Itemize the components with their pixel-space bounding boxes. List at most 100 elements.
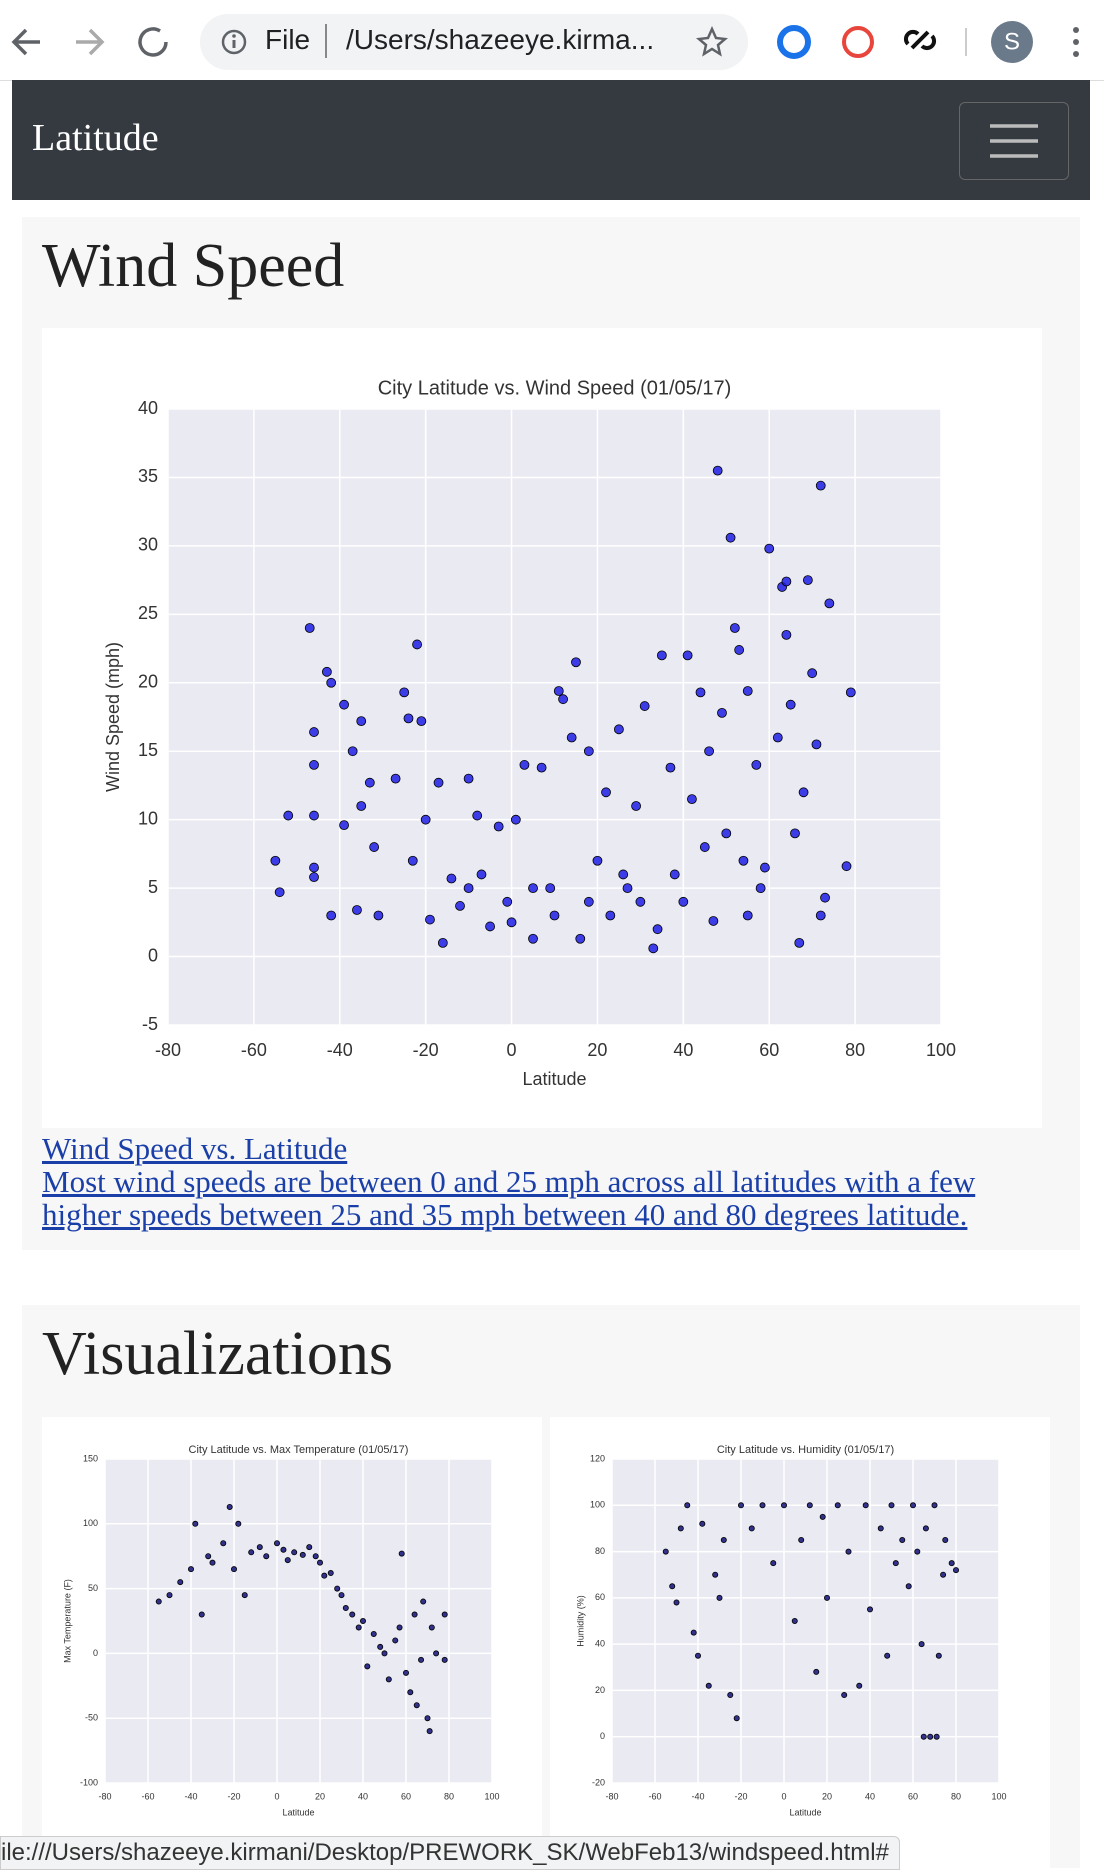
- y-tick-label: 35: [138, 466, 158, 486]
- y-tick-label: 25: [138, 603, 158, 623]
- point: [764, 543, 775, 554]
- x-tick-label: 20: [587, 1040, 607, 1060]
- point: [811, 739, 822, 750]
- point: [785, 699, 796, 710]
- point: [720, 1537, 727, 1544]
- point: [416, 716, 427, 727]
- link[interactable]: Wind Speed vs. Latitude: [42, 1131, 348, 1166]
- y-tick-label: 50: [88, 1583, 98, 1593]
- point: [437, 937, 448, 948]
- point: [738, 855, 749, 866]
- point: [309, 810, 319, 821]
- point: [845, 687, 856, 698]
- point: [742, 686, 753, 696]
- point: [824, 598, 835, 609]
- point: [841, 1692, 848, 1699]
- point: [905, 1583, 912, 1590]
- point: [558, 694, 568, 705]
- x-tick-label: -40: [327, 1040, 353, 1060]
- menu-toggle[interactable]: [959, 102, 1069, 180]
- y-tick-label: 100: [83, 1518, 98, 1528]
- point: [920, 1733, 927, 1740]
- caption: Wind Speed vs. Latitude Most wind speeds…: [42, 1132, 1052, 1231]
- point: [909, 1502, 916, 1509]
- point: [553, 686, 564, 696]
- point: [699, 842, 710, 852]
- point: [694, 1652, 701, 1659]
- point: [411, 1611, 418, 1618]
- point: [309, 872, 319, 883]
- point: [652, 924, 663, 935]
- status-bar: ile:///Users/shazeeye.kirmani/Desktop/PR…: [0, 1836, 900, 1870]
- x-tick-label: -20: [227, 1791, 240, 1801]
- y-tick-label: -20: [592, 1777, 605, 1787]
- point: [304, 623, 315, 633]
- point: [309, 760, 319, 770]
- address-bar[interactable]: File /Users/shazeeye.kirma...: [200, 14, 748, 70]
- point: [235, 1520, 242, 1527]
- point: [690, 1629, 697, 1636]
- reload-button[interactable]: [138, 27, 168, 57]
- chart-title: City Latitude vs. Max Temperature (01/05…: [189, 1444, 409, 1456]
- point: [166, 1592, 173, 1599]
- bookmark-star[interactable]: [696, 26, 728, 58]
- nav-buttons: [11, 27, 168, 57]
- back-button[interactable]: [11, 28, 40, 56]
- link[interactable]: Most wind speeds are between 0 and 25 mp…: [42, 1164, 976, 1232]
- point: [463, 883, 474, 894]
- chart-card[interactable]: -80 -60 -40 -20 0 20 40 60 80 100 -20 0 20 40 60 80 100 1…: [550, 1417, 1050, 1868]
- x-tick-label: 100: [991, 1791, 1006, 1801]
- point: [571, 657, 581, 668]
- point: [441, 1611, 448, 1618]
- point: [813, 1668, 820, 1675]
- point: [759, 1502, 766, 1509]
- extension-icon[interactable]: [777, 25, 811, 59]
- point: [677, 1525, 684, 1532]
- point: [263, 1553, 270, 1560]
- point: [592, 855, 603, 866]
- x-tick-label: 80: [951, 1791, 961, 1801]
- point: [420, 1598, 427, 1605]
- point: [575, 933, 586, 944]
- point: [712, 1571, 719, 1578]
- point: [734, 645, 745, 655]
- point: [309, 727, 319, 737]
- point: [230, 1566, 237, 1573]
- profile-avatar[interactable]: [991, 21, 1033, 63]
- y-tick-label: 100: [590, 1500, 605, 1510]
- chart-card[interactable]: -80 -60 -40 -20 0 20 40 60 80 100 -100 -50 0 50 100 150…: [42, 1417, 542, 1868]
- navbar: Latitude: [12, 80, 1090, 200]
- forward-button[interactable]: [76, 28, 105, 56]
- point: [356, 716, 367, 727]
- x-tick-label: 0: [507, 1040, 517, 1060]
- x-tick-label: 20: [822, 1791, 832, 1801]
- point: [291, 1549, 298, 1556]
- point: [780, 1502, 787, 1509]
- extension-icon[interactable]: [903, 29, 937, 51]
- point: [662, 1548, 669, 1555]
- y-tick-label: -5: [142, 1014, 158, 1034]
- point: [742, 910, 753, 921]
- point: [399, 687, 410, 698]
- x-tick-label: 40: [673, 1040, 693, 1060]
- point: [678, 896, 689, 907]
- point: [760, 862, 770, 873]
- x-tick-label: 100: [484, 1791, 499, 1801]
- y-axis-label: Wind Speed (mph): [103, 642, 123, 792]
- brand[interactable]: Latitude: [32, 117, 159, 159]
- point: [669, 1583, 676, 1590]
- chart-title: City Latitude vs. Humidity (01/05/17): [717, 1444, 894, 1456]
- point: [931, 1502, 938, 1509]
- point: [274, 887, 285, 898]
- point: [794, 937, 805, 948]
- point: [712, 465, 723, 476]
- point: [751, 760, 762, 770]
- point: [418, 1656, 425, 1663]
- point: [220, 1540, 227, 1547]
- point: [476, 869, 487, 880]
- y-tick-label: 10: [138, 808, 158, 828]
- point: [326, 910, 337, 921]
- point: [426, 1728, 433, 1735]
- point: [952, 1567, 959, 1574]
- extension-icon[interactable]: [842, 26, 874, 58]
